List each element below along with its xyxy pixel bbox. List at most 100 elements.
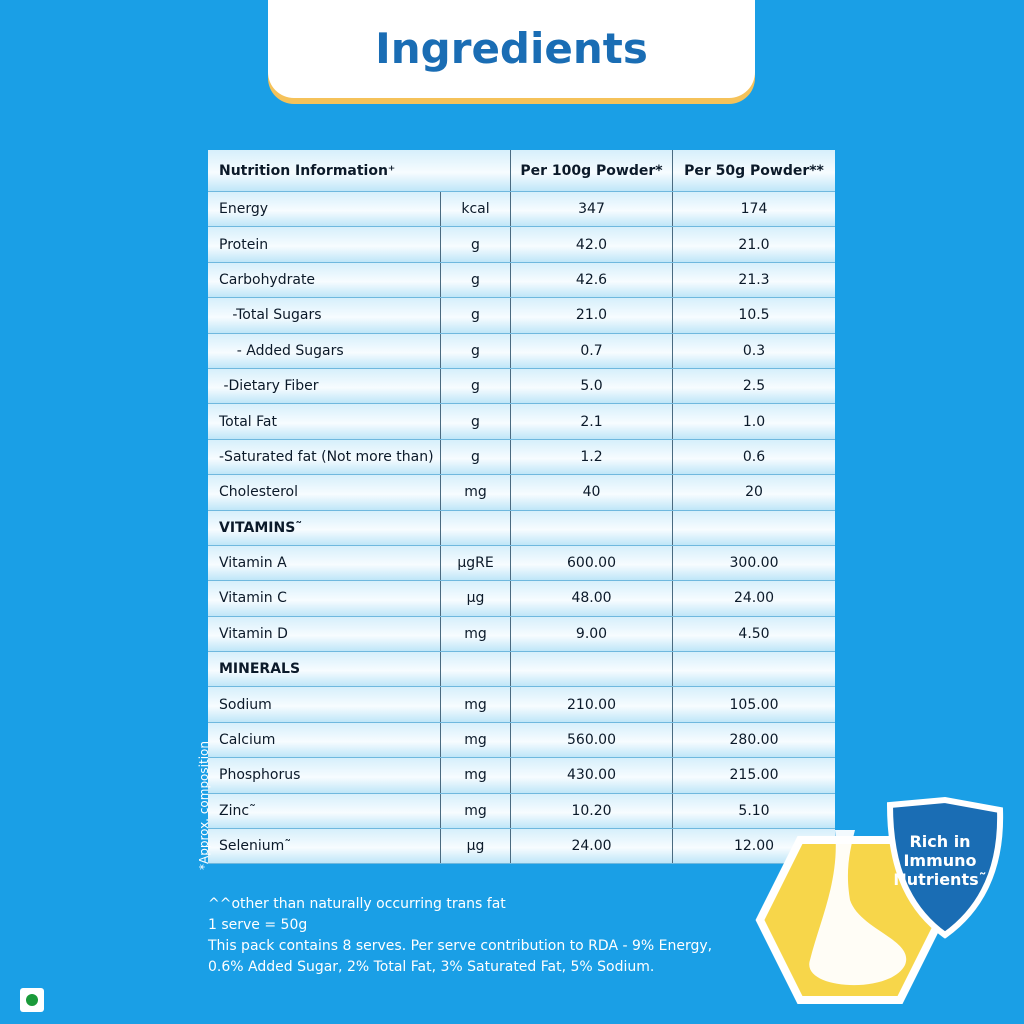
note-line: This pack contains 8 serves. Per serve c… <box>208 938 713 954</box>
column-header: Per 100g Powder* <box>510 150 672 191</box>
table-cell: 10.5 <box>672 298 835 333</box>
table-cell: 105.00 <box>672 687 835 722</box>
nutrition-table: Nutrition Information⁺ Per 100g Powder* Pe… <box>208 150 835 865</box>
table-cell <box>510 652 672 687</box>
table-row: Selenium˜ μg 24.00 12.00 <box>208 829 835 865</box>
table-cell: 48.00 <box>510 581 672 616</box>
table-cell: Vitamin C <box>219 590 287 607</box>
table-row: Cholesterol mg 40 20 <box>208 475 835 511</box>
table-cell: 280.00 <box>672 722 835 758</box>
column-header: Nutrition Information⁺ <box>219 162 396 179</box>
table-cell: 1.2 <box>510 439 672 475</box>
table-cell: 560.00 <box>510 722 672 758</box>
table-cell: 40 <box>510 475 672 510</box>
table-row: Carbohydrate g 42.6 21.3 <box>208 262 835 299</box>
table-cell <box>440 652 510 687</box>
table-cell: Selenium˜ <box>219 838 292 855</box>
table-cell: μg <box>440 581 510 616</box>
table-cell: Energy <box>219 201 269 218</box>
table-cell: μg <box>440 829 510 864</box>
table-cell: Calcium <box>219 732 276 749</box>
title: Ingredients <box>375 24 648 73</box>
table-cell: Zinc˜ <box>219 802 257 819</box>
table-cell: 5.10 <box>672 793 835 829</box>
table-cell: g <box>440 227 510 262</box>
table-row: Total Fat g 2.1 1.0 <box>208 404 835 440</box>
table-cell: 174 <box>672 192 835 227</box>
table-row: - Added Sugars g 0.7 0.3 <box>208 333 835 369</box>
table-cell: Total Fat <box>219 413 277 430</box>
table-cell: 21.3 <box>672 262 835 298</box>
table-cell: g <box>440 404 510 439</box>
table-cell: Vitamin D <box>219 625 288 642</box>
table-cell: 2.1 <box>510 404 672 439</box>
table-cell: 42.6 <box>510 262 672 298</box>
table-cell: μgRE <box>440 545 510 581</box>
table-cell: VITAMINS˜ <box>219 519 303 536</box>
table-row: Zinc˜ mg 10.20 5.10 <box>208 793 835 830</box>
table-cell: 1.0 <box>672 404 835 439</box>
table-cell: 20 <box>672 475 835 510</box>
table-row: -Saturated fat (Not more than) g 1.2 0.6 <box>208 439 835 476</box>
table-cell: 2.5 <box>672 368 835 404</box>
table-cell: -Saturated fat (Not more than) <box>219 448 434 465</box>
table-cell: g <box>440 368 510 404</box>
notes: ^^other than naturally occurring trans f… <box>208 894 712 978</box>
table-cell: g <box>440 439 510 475</box>
table-row: -Dietary Fiber g 5.0 2.5 <box>208 368 835 405</box>
table-cell: 12.00 <box>672 829 835 864</box>
table-cell: 0.7 <box>510 333 672 368</box>
table-row: Protein g 42.0 21.0 <box>208 227 835 263</box>
table-row: -Total Sugars g 21.0 10.5 <box>208 298 835 334</box>
badge: Rich in Immuno Nutrients˜ <box>880 832 1000 889</box>
table-cell <box>672 510 835 545</box>
table-cell: 9.00 <box>510 616 672 652</box>
table-cell: 5.0 <box>510 368 672 404</box>
table-cell: 430.00 <box>510 758 672 793</box>
table-cell: kcal <box>440 192 510 227</box>
veg-logo <box>20 988 44 1012</box>
table-cell: 210.00 <box>510 687 672 722</box>
table-row: Vitamin A μgRE 600.00 300.00 <box>208 545 835 582</box>
table-cell <box>672 652 835 687</box>
table-cell <box>510 510 672 545</box>
table-cell: mg <box>440 722 510 758</box>
table-cell: Protein <box>219 236 269 253</box>
table-cell: 0.6 <box>672 439 835 475</box>
table-row: Vitamin C μg 48.00 24.00 <box>208 581 835 617</box>
table-cell: mg <box>440 616 510 652</box>
table-cell: 600.00 <box>510 545 672 581</box>
table-cell: Sodium <box>219 696 272 713</box>
table-cell: g <box>440 333 510 368</box>
table-cell: 347 <box>510 192 672 227</box>
note-line: 0.6% Added Sugar, 2% Total Fat, 3% Satur… <box>208 959 655 975</box>
title-box: Ingredients <box>268 0 755 98</box>
header-row: Nutrition Information⁺ Per 100g Powder* Pe… <box>208 150 835 192</box>
table-cell: mg <box>440 793 510 829</box>
table-cell: 42.0 <box>510 227 672 262</box>
table-cell: Cholesterol <box>219 484 299 501</box>
table-cell: mg <box>440 475 510 510</box>
table-cell: g <box>440 262 510 298</box>
table-cell: Carbohydrate <box>219 271 316 288</box>
table-cell: 10.20 <box>510 793 672 829</box>
table-row: VITAMINS˜ <box>208 510 835 546</box>
table-cell: mg <box>440 758 510 793</box>
table-cell: 215.00 <box>672 758 835 793</box>
note-line: 1 serve = 50g <box>208 917 308 933</box>
table-cell: 300.00 <box>672 545 835 581</box>
table-cell: -Dietary Fiber <box>219 378 319 395</box>
badge-line: Nutrients˜ <box>893 870 987 889</box>
table-cell: 24.00 <box>510 829 672 864</box>
milk-illustration <box>755 796 1004 1004</box>
table-cell: 21.0 <box>672 227 835 262</box>
table-cell: MINERALS <box>219 661 301 678</box>
note-line: ^^other than naturally occurring trans f… <box>208 896 506 912</box>
table-cell: g <box>440 298 510 333</box>
table-cell: 0.3 <box>672 333 835 368</box>
table-cell <box>440 510 510 545</box>
table-cell: mg <box>440 687 510 722</box>
badge-line: Immuno <box>903 851 977 870</box>
table-row: Vitamin D mg 9.00 4.50 <box>208 616 835 653</box>
